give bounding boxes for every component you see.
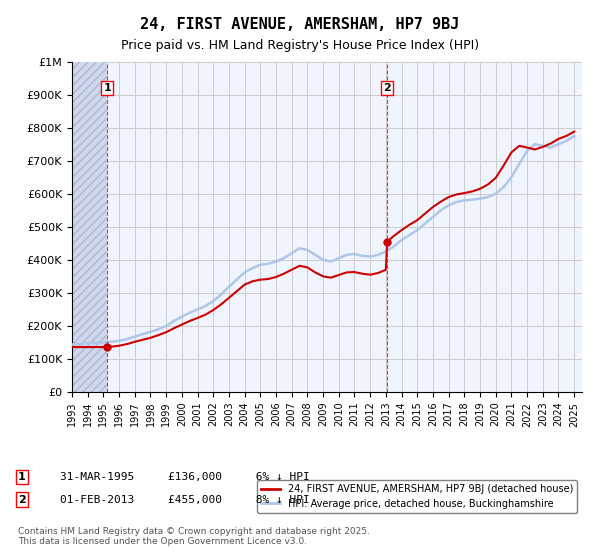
Text: 31-MAR-1995     £136,000     6% ↓ HPI: 31-MAR-1995 £136,000 6% ↓ HPI [60, 472, 310, 482]
Text: 2: 2 [383, 83, 391, 93]
Bar [72, 62, 107, 392]
Text: 24, FIRST AVENUE, AMERSHAM, HP7 9BJ: 24, FIRST AVENUE, AMERSHAM, HP7 9BJ [140, 17, 460, 32]
Text: 1: 1 [18, 472, 26, 482]
Text: 01-FEB-2013     £455,000     8% ↓ HPI: 01-FEB-2013 £455,000 8% ↓ HPI [60, 494, 310, 505]
Legend: 24, FIRST AVENUE, AMERSHAM, HP7 9BJ (detached house), HPI: Average price, detach: 24, FIRST AVENUE, AMERSHAM, HP7 9BJ (det… [257, 480, 577, 513]
Text: Price paid vs. HM Land Registry's House Price Index (HPI): Price paid vs. HM Land Registry's House … [121, 39, 479, 52]
Text: Contains HM Land Registry data © Crown copyright and database right 2025.
This d: Contains HM Land Registry data © Crown c… [18, 526, 370, 546]
Text: 1: 1 [103, 83, 111, 93]
Text: 2: 2 [18, 494, 26, 505]
